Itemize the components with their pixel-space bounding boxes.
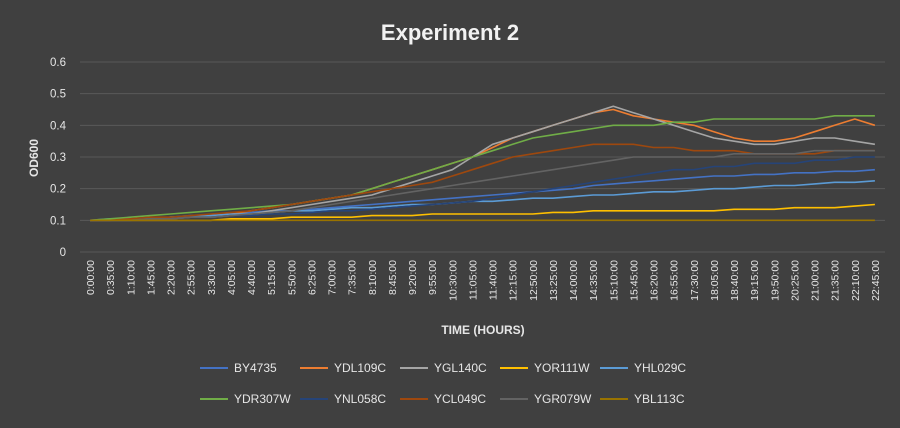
- series-line-yhl029c: [90, 180, 875, 222]
- series-line-ygr079w: [90, 149, 875, 222]
- legend-item: YHL029C: [600, 361, 686, 375]
- legend-item: YDL109C: [300, 361, 386, 375]
- y-tick-label: 0.2: [50, 184, 66, 196]
- x-tick-label: 5:50:00: [286, 260, 298, 295]
- series-line-ydr307w: [90, 115, 875, 222]
- legend-label: YGL140C: [434, 361, 487, 375]
- series-line-ycl049c: [90, 143, 875, 222]
- x-tick-label: 8:45:00: [387, 260, 399, 295]
- x-tick-label: 1:45:00: [145, 260, 157, 295]
- legend-item: BY4735: [200, 361, 277, 375]
- chart-title: Experiment 2: [381, 20, 519, 45]
- legend-label: YGR079W: [534, 392, 592, 406]
- x-tick-label: 20:25:00: [789, 260, 801, 301]
- legend-item: YBL113C: [600, 392, 685, 406]
- x-tick-label: 4:05:00: [226, 260, 238, 295]
- x-tick-label: 7:00:00: [327, 260, 339, 295]
- x-tick-label: 0:00:00: [85, 260, 97, 295]
- x-tick-label: 21:35:00: [830, 260, 842, 301]
- x-tick-label: 7:35:00: [347, 260, 359, 295]
- y-tick-label: 0.1: [50, 215, 66, 227]
- x-tick-label: 4:40:00: [246, 260, 258, 295]
- x-tick-label: 8:10:00: [367, 260, 379, 295]
- legend-item: YCL049C: [400, 392, 486, 406]
- legend-item: YNL058C: [300, 392, 386, 406]
- x-tick-label: 18:40:00: [729, 260, 741, 301]
- legend: BY4735 YDL109C YGL140C YOR111W YHL029C YDR307…: [200, 361, 686, 406]
- x-tick-label: 12:15:00: [508, 260, 520, 301]
- x-tick-label: 18:05:00: [709, 260, 721, 301]
- x-tick-label: 15:10:00: [608, 260, 620, 301]
- x-tick-label: 0:35:00: [105, 260, 117, 295]
- x-tick-label: 19:15:00: [749, 260, 761, 301]
- legend-label: YHL029C: [634, 361, 686, 375]
- legend-label: YDR307W: [234, 392, 291, 406]
- y-axis-title: OD600: [27, 139, 41, 177]
- y-tick-label: 0.6: [50, 57, 66, 69]
- gridlines: [80, 61, 885, 253]
- y-tick-label: 0.3: [50, 152, 66, 164]
- x-tick-label: 21:00:00: [810, 260, 822, 301]
- x-tick-label: 16:55:00: [669, 260, 681, 301]
- x-tick-label: 17:30:00: [689, 260, 701, 301]
- x-tick-label: 14:00:00: [568, 260, 580, 301]
- x-tick-label: 2:20:00: [166, 260, 178, 295]
- x-tick-label: 9:55:00: [427, 260, 439, 295]
- x-tick-label: 3:30:00: [206, 260, 218, 295]
- x-tick-label: 9:20:00: [407, 260, 419, 295]
- x-tick-label: 12:50:00: [528, 260, 540, 301]
- x-tick-label: 13:25:00: [548, 260, 560, 301]
- x-axis-title: TIME (HOURS): [441, 323, 524, 337]
- legend-label: YBL113C: [634, 392, 685, 406]
- y-tick-label: 0.4: [50, 120, 67, 132]
- y-tick-label: 0.5: [50, 89, 66, 101]
- legend-label: YDL109C: [334, 361, 386, 375]
- x-tick-label: 22:10:00: [850, 260, 862, 301]
- legend-item: YOR111W: [500, 361, 590, 375]
- x-axis: 0:00:00 0:35:00 1:10:00 1:45:00 2:20:00 2:55:…: [85, 260, 882, 301]
- legend-label: YNL058C: [334, 392, 386, 406]
- x-tick-label: 10:30:00: [447, 260, 459, 301]
- y-axis: 0 0.1 0.2 0.3 0.4 0.5 0.6: [50, 57, 67, 259]
- legend-item: YGL140C: [400, 361, 487, 375]
- x-tick-label: 2:55:00: [186, 260, 198, 295]
- series-line-by4735: [90, 168, 875, 222]
- legend-item: YDR307W: [200, 392, 291, 406]
- y-tick-label: 0: [60, 247, 66, 259]
- x-tick-label: 22:45:00: [870, 260, 882, 301]
- x-tick-label: 11:40:00: [488, 260, 500, 300]
- legend-label: BY4735: [234, 361, 277, 375]
- x-tick-label: 1:10:00: [125, 260, 137, 295]
- x-tick-label: 5:15:00: [266, 260, 278, 295]
- legend-label: YOR111W: [534, 361, 590, 375]
- x-tick-label: 19:50:00: [769, 260, 781, 301]
- legend-item: YGR079W: [500, 392, 592, 406]
- x-tick-label: 6:25:00: [306, 260, 318, 295]
- x-tick-label: 11:05:00: [467, 260, 479, 300]
- series-line-ydl109c: [90, 108, 876, 222]
- series-lines: [90, 105, 876, 222]
- x-tick-label: 15:45:00: [628, 260, 640, 301]
- x-tick-label: 16:20:00: [649, 260, 661, 301]
- legend-label: YCL049C: [434, 392, 486, 406]
- x-tick-label: 14:35:00: [588, 260, 600, 301]
